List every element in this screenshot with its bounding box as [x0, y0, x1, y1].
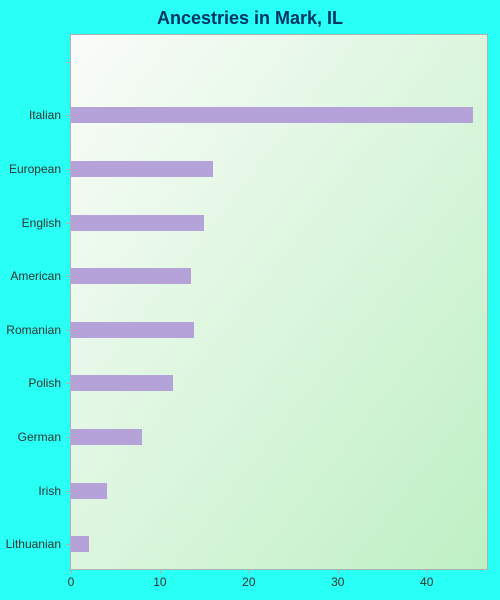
bar: [71, 215, 204, 231]
y-tick: [66, 115, 71, 116]
y-tick: [66, 169, 71, 170]
y-axis-label: Romanian: [0, 323, 61, 337]
bar: [71, 322, 194, 338]
x-tick: [338, 569, 339, 574]
y-axis-label: Italian: [0, 108, 61, 122]
bar: [71, 268, 191, 284]
y-tick: [66, 383, 71, 384]
y-axis-label: Irish: [0, 484, 61, 498]
y-tick: [66, 437, 71, 438]
y-tick: [66, 62, 71, 63]
y-axis-label: English: [0, 216, 61, 230]
bar: [71, 536, 89, 552]
x-axis-label: 40: [420, 575, 433, 589]
plot-area: ItalianEuropeanEnglishAmericanRomanianPo…: [70, 34, 488, 570]
x-tick: [249, 569, 250, 574]
x-tick: [427, 569, 428, 574]
bar: [71, 107, 473, 123]
x-axis-label: 0: [68, 575, 75, 589]
y-tick: [66, 544, 71, 545]
y-axis-label: German: [0, 430, 61, 444]
y-axis-label: European: [0, 162, 61, 176]
y-tick: [66, 491, 71, 492]
x-tick: [71, 569, 72, 574]
y-tick: [66, 223, 71, 224]
x-tick: [160, 569, 161, 574]
page-root: Ancestries in Mark, IL City-Data.com Ita…: [0, 0, 500, 600]
x-axis-label: 20: [242, 575, 255, 589]
y-tick: [66, 330, 71, 331]
y-tick: [66, 276, 71, 277]
bar: [71, 161, 213, 177]
y-axis-label: American: [0, 269, 61, 283]
y-axis-label: Lithuanian: [0, 537, 61, 551]
x-axis-label: 30: [331, 575, 344, 589]
chart-title: Ancestries in Mark, IL: [0, 8, 500, 29]
bar: [71, 483, 107, 499]
bar: [71, 375, 173, 391]
bar: [71, 429, 142, 445]
y-axis-label: Polish: [0, 376, 61, 390]
x-axis-label: 10: [153, 575, 166, 589]
